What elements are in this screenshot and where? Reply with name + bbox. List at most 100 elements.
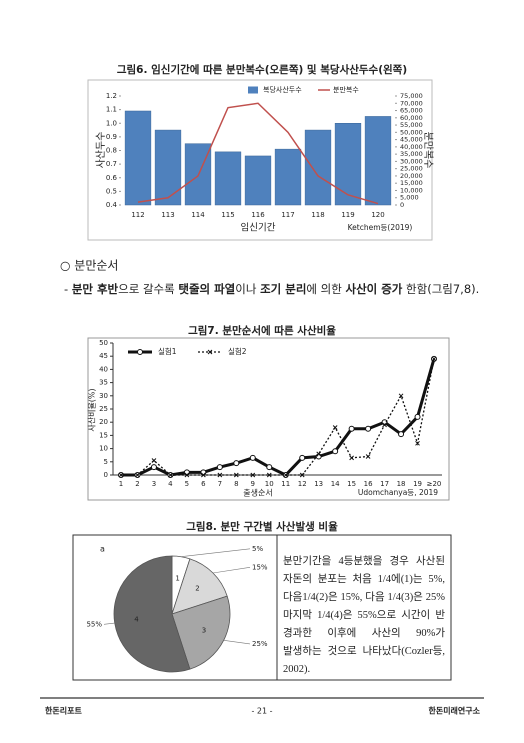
- x-tick-label: 118: [311, 211, 324, 219]
- line-series: [121, 358, 436, 477]
- footer-left: 한돈리포트: [45, 706, 82, 716]
- y-tick-label: 1.1: [106, 106, 117, 114]
- y-tick-label: 0.5: [106, 187, 117, 195]
- y-tick-label: 25: [99, 405, 108, 413]
- x-tick-label: 112: [131, 211, 144, 219]
- leader-line: [181, 548, 251, 558]
- x-tick-label: 15: [347, 480, 356, 488]
- point: [183, 469, 190, 476]
- y-tick-label: 50: [99, 339, 108, 347]
- legend-label: 실험1: [158, 346, 177, 356]
- section-heading: ○ 분만순서: [60, 259, 118, 273]
- y2-tick-label: 75,000: [400, 92, 423, 100]
- y2-tick-label: 60,000: [400, 114, 423, 122]
- figure-title: 그림8. 분만 구간별 사산발생 비율: [186, 520, 338, 533]
- y2-axis-title: 분만복수: [422, 132, 434, 169]
- x-tick-label: 18: [397, 480, 406, 488]
- y-tick-label: 10: [99, 445, 108, 453]
- point: [415, 440, 420, 446]
- y-tick-label: 1.2: [106, 92, 117, 100]
- point: [233, 472, 239, 478]
- y2-tick-label: 65,000: [400, 107, 423, 115]
- legend-label: 복당사산두수: [263, 85, 302, 94]
- x-tick-label: 11: [281, 480, 290, 488]
- point: [316, 451, 322, 457]
- value-label: 5%: [252, 545, 263, 553]
- point: [249, 454, 256, 461]
- footer-center: - 21 -: [251, 707, 272, 716]
- x-tick-label: 14: [331, 480, 340, 488]
- note-box: 분만기간을 4등분했을 경우 사산된 자돈의 분포는 처음 1/4에(1)는 5…: [283, 556, 445, 675]
- value-label: 55%: [86, 620, 102, 628]
- value-label: 25%: [252, 640, 268, 648]
- y-tick-label: 1.0: [106, 119, 117, 127]
- figure-title: 그림6. 임신기간에 따른 분만복수(오른쪽) 및 복당사산두수(왼쪽): [117, 63, 407, 76]
- y2-tick-label: 15,000: [400, 179, 423, 187]
- slice-label: 3: [202, 626, 206, 634]
- footer-right: 한돈미래연구소: [428, 706, 480, 716]
- point: [216, 464, 223, 471]
- point: [118, 472, 124, 478]
- point: [382, 422, 387, 428]
- paragraph-segment: 에 의한: [306, 282, 346, 296]
- source: Ketchem등(2019): [348, 223, 413, 232]
- x-tick-label: 4: [168, 480, 173, 488]
- y-tick-label: 40: [99, 365, 108, 373]
- figure-title: 그림7. 분만순서에 따른 사산비율: [188, 324, 336, 337]
- y2-tick-label: 55,000: [400, 121, 423, 129]
- bar: [124, 110, 152, 206]
- x-axis-title: 임신기간: [241, 222, 276, 234]
- point: [315, 453, 322, 460]
- y-tick-label: 0.9: [106, 133, 117, 141]
- y-tick-label: 5: [104, 458, 108, 466]
- x-tick-label: ≥20: [427, 480, 442, 488]
- y-axis-title: 사산두수: [95, 132, 107, 169]
- point: [332, 425, 338, 430]
- y-tick-label: 15: [99, 431, 108, 439]
- x-tick-label: 12: [298, 480, 307, 488]
- y2-tick-label: 5,000: [400, 194, 419, 202]
- y2-tick-label: 35,000: [400, 150, 423, 158]
- x-tick-label: 7: [218, 480, 222, 488]
- point: [398, 431, 405, 438]
- legend-marker: [207, 349, 213, 355]
- y-axis-title: 사산비율(%): [87, 388, 97, 431]
- x-tick-label: 6: [201, 480, 206, 488]
- y2-tick-label: 40,000: [400, 143, 423, 151]
- x-tick-label: 19: [413, 480, 422, 488]
- point: [184, 472, 190, 478]
- y-tick-label: 0.4: [106, 201, 118, 209]
- x-tick-label: 3: [152, 480, 156, 488]
- y2-tick-label: 10,000: [400, 186, 423, 194]
- point: [135, 472, 140, 478]
- point: [365, 454, 371, 459]
- bar: [244, 155, 272, 206]
- x-tick-label: 120: [371, 211, 384, 219]
- point: [398, 393, 404, 399]
- y-tick-label: 0: [104, 471, 108, 479]
- x-tick-label: 114: [191, 211, 205, 219]
- point: [414, 413, 421, 420]
- x-tick-label: 10: [265, 480, 274, 488]
- paragraph-segment: -: [64, 282, 72, 296]
- x-tick-label: 2: [135, 480, 139, 488]
- leader-line: [212, 567, 251, 574]
- bar: [154, 129, 182, 206]
- y-tick-label: 20: [99, 418, 108, 426]
- bar: [364, 116, 392, 206]
- figure8-note: 분만기간을 4등분했을 경우 사산된 자돈의 분포는 처음 1/4에(1)는 5…: [283, 556, 445, 675]
- figure6-frame: [87, 79, 433, 241]
- y2-tick-label: 50,000: [400, 128, 423, 136]
- legend-label: 실험2: [228, 346, 247, 356]
- paragraph-segment: 조기 분리: [260, 282, 307, 296]
- x-tick-label: 9: [251, 480, 255, 488]
- x-tick-label: 1: [119, 480, 123, 488]
- y-tick-label: 45: [99, 352, 108, 360]
- x-tick-label: 16: [364, 480, 373, 488]
- point: [151, 458, 157, 463]
- point: [348, 425, 355, 432]
- point: [283, 472, 289, 478]
- x-tick-label: 116: [251, 211, 265, 219]
